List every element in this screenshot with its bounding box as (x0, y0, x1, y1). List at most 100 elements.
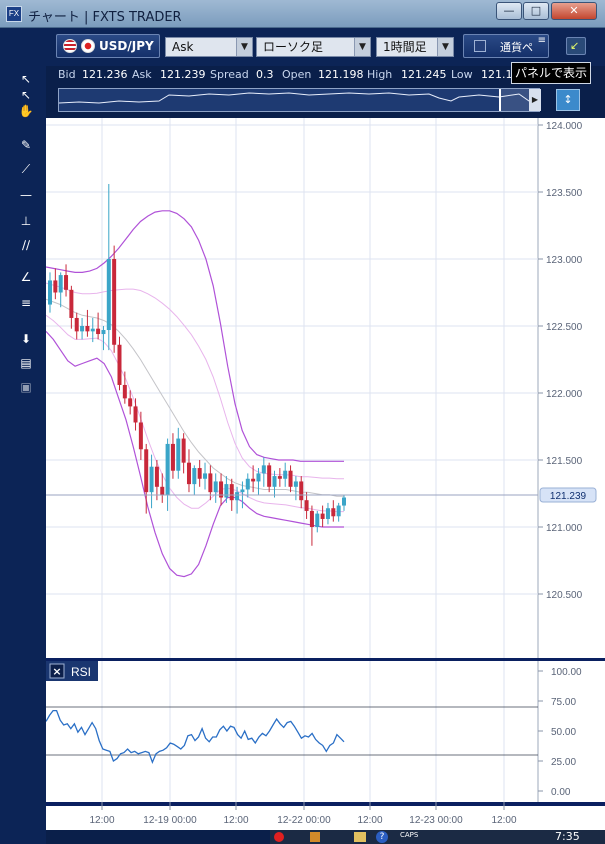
candle (224, 476, 229, 503)
maximize-icon[interactable]: □ (523, 2, 549, 20)
price-chart[interactable]: 124.000 123.500 123.000 122.500 122.000 121.5… (46, 118, 605, 830)
candle (138, 411, 143, 460)
ask-label: Ask (132, 68, 152, 81)
timeframe-select[interactable]: 1時間足 ▼ (376, 37, 454, 57)
candle-body (203, 473, 208, 479)
candle-body (165, 443, 170, 495)
candle (53, 268, 58, 300)
hand-icon[interactable]: ✋ (18, 104, 34, 118)
caps-indicator: CAPS (400, 831, 419, 839)
candle (219, 473, 224, 506)
candle-body (90, 328, 95, 332)
price-plot-bg (46, 118, 538, 660)
candle-body (160, 486, 165, 495)
candle-body (64, 275, 69, 290)
vertical-line-icon[interactable]: ⊥ (20, 214, 32, 228)
pencil-icon[interactable]: ✎ (20, 138, 32, 152)
fan-icon[interactable]: ∠ (20, 270, 32, 284)
candle (58, 272, 63, 308)
symbol-button[interactable]: USD/JPY (56, 34, 160, 58)
checkbox-icon (474, 40, 486, 52)
fibonacci-icon[interactable]: ≡ (20, 296, 32, 310)
candle-body (272, 476, 277, 487)
download-icon[interactable]: ⬇ (20, 332, 32, 346)
candle-body (112, 259, 117, 345)
tray-icon-red[interactable] (274, 832, 284, 842)
candle (80, 317, 85, 340)
candle (342, 494, 346, 511)
candle (117, 336, 122, 391)
close-rsi-glyph: × (52, 665, 61, 678)
candle-body (53, 280, 58, 293)
candle-body (251, 478, 256, 482)
minimize-icon[interactable]: — (496, 2, 522, 20)
candle-body (117, 344, 122, 385)
candle (181, 433, 186, 474)
candle-body (283, 470, 288, 479)
time-tick-label: 12:00 (357, 815, 382, 826)
candle-body (267, 465, 272, 487)
candle (74, 312, 79, 340)
crosshair-pointer-icon[interactable]: ↖ (20, 88, 32, 102)
candle (122, 371, 127, 404)
candle-body (219, 481, 224, 498)
price-type-select[interactable]: Ask ▼ (165, 37, 253, 57)
list-icon[interactable]: ▤ (20, 356, 32, 370)
navigator-settings-button[interactable]: ↕ (556, 89, 580, 111)
price-tick-label: 124.000 (546, 121, 583, 132)
parallel-lines-icon[interactable]: ∕∕ (21, 238, 31, 252)
chevron-down-icon: ▼ (354, 38, 370, 56)
vertical-grid (101, 118, 505, 660)
currency-pair-panel-button[interactable]: 通貨ペ ≡ (463, 34, 549, 58)
bollinger-upper (46, 210, 344, 462)
close-icon[interactable]: ✕ (551, 2, 597, 20)
candle-body (325, 508, 330, 519)
candle (203, 462, 208, 490)
candle-body (58, 275, 63, 293)
horizontal-line-icon[interactable]: — (20, 188, 32, 202)
candle-body (74, 317, 79, 332)
tray-icon-folder[interactable] (354, 832, 366, 842)
rsi-grid (46, 661, 538, 802)
rsi-label: RSI (71, 665, 91, 679)
camera-icon[interactable]: ▣ (20, 380, 32, 394)
current-price-label: 121.239 (550, 491, 587, 502)
price-tick-label: 122.500 (546, 322, 583, 333)
candle (90, 317, 95, 343)
candle (309, 505, 314, 546)
candle (69, 285, 74, 329)
current-price-badge: 121.239 (539, 487, 597, 503)
candle (277, 468, 282, 487)
trend-line-icon[interactable]: ⟋ (21, 162, 31, 176)
candle-body (261, 465, 266, 474)
candle-body (256, 473, 261, 482)
price-tick-label: 121.000 (546, 523, 583, 534)
candle (85, 309, 90, 337)
detach-panel-button[interactable]: ↙ (566, 37, 586, 55)
price-tick-label: 123.000 (546, 255, 583, 266)
navigator-handle[interactable] (499, 89, 531, 111)
candle-body (320, 513, 325, 519)
candle-body (85, 326, 90, 332)
rsi-tick-label: 25.00 (551, 757, 576, 768)
candle-body (240, 489, 245, 493)
time-tick-label: 12:00 (491, 815, 516, 826)
pane-divider[interactable] (46, 658, 605, 661)
candle-body (208, 473, 213, 493)
candle-body (48, 280, 52, 305)
chevron-right-icon[interactable]: ▶ (529, 89, 541, 111)
chart-type-select[interactable]: ローソク足 ▼ (256, 37, 371, 57)
candle (245, 473, 250, 498)
candle (176, 427, 181, 479)
tray-icon-help[interactable]: ? (376, 831, 388, 843)
candle (165, 438, 170, 511)
candle-body (186, 462, 191, 485)
candle-body (245, 478, 250, 490)
candle-body (170, 443, 175, 471)
close-icon[interactable] (49, 663, 65, 679)
tray-icon-shield[interactable] (310, 832, 320, 842)
chart-navigator[interactable]: ▶ (58, 88, 541, 112)
pointer-icon[interactable]: ↖ (20, 72, 32, 86)
candle (272, 470, 277, 498)
